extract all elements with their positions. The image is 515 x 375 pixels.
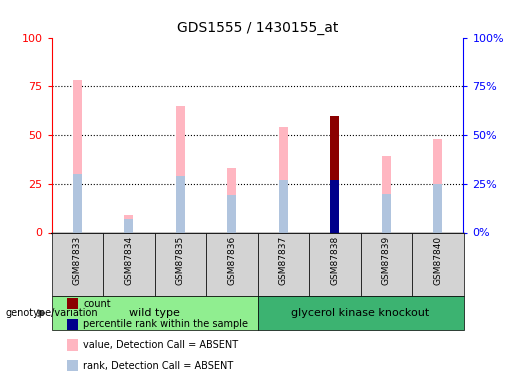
Bar bbox=[52, 296, 258, 330]
Bar bbox=[433, 184, 442, 232]
Bar bbox=[124, 219, 133, 232]
Text: wild type: wild type bbox=[129, 308, 180, 318]
Text: rank, Detection Call = ABSENT: rank, Detection Call = ABSENT bbox=[83, 361, 234, 370]
Bar bbox=[73, 80, 82, 232]
Bar bbox=[279, 180, 288, 232]
Bar bbox=[124, 215, 133, 232]
Bar bbox=[176, 176, 185, 232]
Text: GSM87834: GSM87834 bbox=[124, 236, 133, 285]
Text: GSM87835: GSM87835 bbox=[176, 236, 185, 285]
Bar bbox=[176, 106, 185, 232]
Title: GDS1555 / 1430155_at: GDS1555 / 1430155_at bbox=[177, 21, 338, 35]
Bar bbox=[330, 116, 339, 232]
Bar bbox=[330, 180, 339, 232]
Bar bbox=[103, 232, 154, 296]
Text: genotype/variation: genotype/variation bbox=[5, 308, 98, 318]
Bar bbox=[330, 116, 339, 232]
Text: GSM87838: GSM87838 bbox=[330, 236, 339, 285]
Bar bbox=[330, 180, 339, 232]
Bar bbox=[206, 232, 258, 296]
Text: count: count bbox=[83, 299, 111, 309]
Bar bbox=[309, 232, 360, 296]
Bar bbox=[279, 127, 288, 232]
Bar bbox=[52, 232, 103, 296]
Bar bbox=[227, 195, 236, 232]
Bar bbox=[258, 232, 309, 296]
Text: GSM87837: GSM87837 bbox=[279, 236, 288, 285]
Bar bbox=[73, 174, 82, 232]
Text: GSM87836: GSM87836 bbox=[227, 236, 236, 285]
Text: GSM87839: GSM87839 bbox=[382, 236, 391, 285]
Bar bbox=[258, 296, 464, 330]
Bar bbox=[382, 156, 391, 232]
Text: glycerol kinase knockout: glycerol kinase knockout bbox=[291, 308, 430, 318]
Text: GSM87840: GSM87840 bbox=[433, 236, 442, 285]
Text: percentile rank within the sample: percentile rank within the sample bbox=[83, 320, 248, 329]
Bar bbox=[360, 232, 412, 296]
Bar bbox=[382, 194, 391, 232]
Bar bbox=[227, 168, 236, 232]
Text: value, Detection Call = ABSENT: value, Detection Call = ABSENT bbox=[83, 340, 238, 350]
Bar bbox=[154, 232, 206, 296]
Bar bbox=[412, 232, 464, 296]
Text: GSM87833: GSM87833 bbox=[73, 236, 82, 285]
Bar bbox=[433, 139, 442, 232]
